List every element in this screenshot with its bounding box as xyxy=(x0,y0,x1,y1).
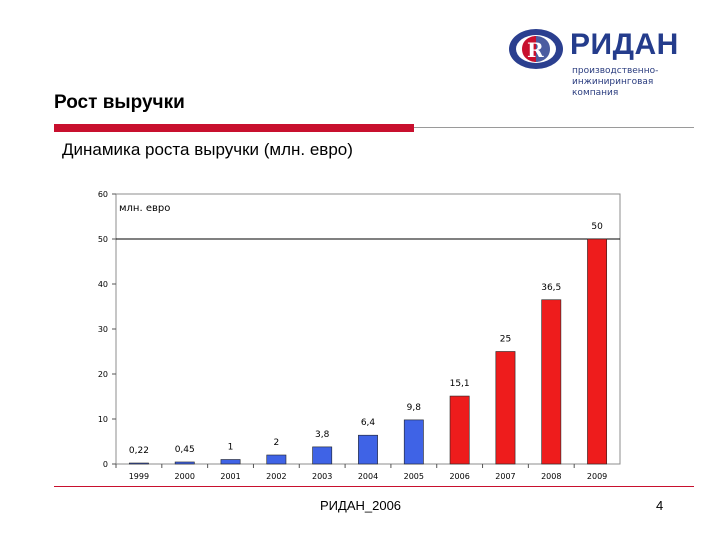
x-tick-label: 2008 xyxy=(541,472,561,481)
x-tick-label: 1999 xyxy=(129,472,149,481)
x-tick-label: 2002 xyxy=(266,472,286,481)
x-tick-label: 2006 xyxy=(449,472,469,481)
bar-2000 xyxy=(174,461,195,465)
title-divider-line xyxy=(414,127,694,128)
logo-tagline-line: компания xyxy=(572,88,619,98)
logo-tagline-line: производственно- xyxy=(572,66,659,76)
data-label: 9,8 xyxy=(407,403,422,413)
footer-divider xyxy=(54,486,694,487)
logo-tagline: производственно- инжиниринговая компания xyxy=(572,66,692,99)
bar-1999 xyxy=(128,462,149,465)
bar-2009 xyxy=(587,238,608,465)
data-label: 0,22 xyxy=(129,446,149,456)
y-tick-label: 50 xyxy=(98,235,108,244)
bar-2005 xyxy=(403,419,424,465)
data-label: 2 xyxy=(273,438,279,448)
page-title: Рост выручки xyxy=(54,92,185,113)
x-tick-label: 2004 xyxy=(358,472,378,481)
data-label: 6,4 xyxy=(361,418,376,428)
logo-name: РИДАН xyxy=(570,28,679,61)
x-tick-label: 2005 xyxy=(404,472,424,481)
logo-tagline-line: инжиниринговая xyxy=(572,77,654,87)
y-tick-label: 40 xyxy=(98,280,108,289)
data-label: 36,5 xyxy=(541,283,561,293)
bar-2004 xyxy=(358,434,378,465)
y-tick-label: 0 xyxy=(103,460,108,469)
y-tick-label: 20 xyxy=(98,370,108,379)
page-number: 4 xyxy=(656,498,664,513)
y-unit-label: млн. евро xyxy=(119,203,170,214)
data-label: 50 xyxy=(591,222,603,232)
y-tick-label: 30 xyxy=(98,325,108,334)
x-tick-label: 2003 xyxy=(312,472,332,481)
x-tick-label: 2009 xyxy=(587,472,607,481)
y-tick-label: 10 xyxy=(98,415,108,424)
footer-label: РИДАН_2006 xyxy=(320,498,402,513)
chart-subtitle: Динамика роста выручки (млн. евро) xyxy=(62,140,353,159)
x-tick-label: 2001 xyxy=(220,472,240,481)
revenue-bar-chart: 0 10 20 30 40 50 60 млн. евро 0,22 1999 0,45 2000 1 2… xyxy=(98,190,621,481)
x-tick-label: 2000 xyxy=(175,472,195,481)
data-label: 3,8 xyxy=(315,430,330,440)
x-tick-label: 2007 xyxy=(495,472,515,481)
title-underline-bar xyxy=(54,124,414,132)
bar-2002 xyxy=(266,454,287,465)
data-label: 0,45 xyxy=(175,445,195,455)
svg-text:R: R xyxy=(527,38,544,62)
bar-2008 xyxy=(541,299,562,465)
bar-2003 xyxy=(312,446,333,465)
data-label: 25 xyxy=(500,335,511,345)
y-tick-label: 60 xyxy=(98,190,108,199)
data-label: 15,1 xyxy=(450,379,470,389)
company-logo: R РИДАН производственно- инжиниринговая … xyxy=(508,24,688,104)
ridan-logo-icon: R xyxy=(509,29,563,69)
bar-2007 xyxy=(495,351,516,465)
bar-2001 xyxy=(220,459,241,465)
data-label: 1 xyxy=(228,443,234,453)
bar-2006 xyxy=(449,395,470,465)
